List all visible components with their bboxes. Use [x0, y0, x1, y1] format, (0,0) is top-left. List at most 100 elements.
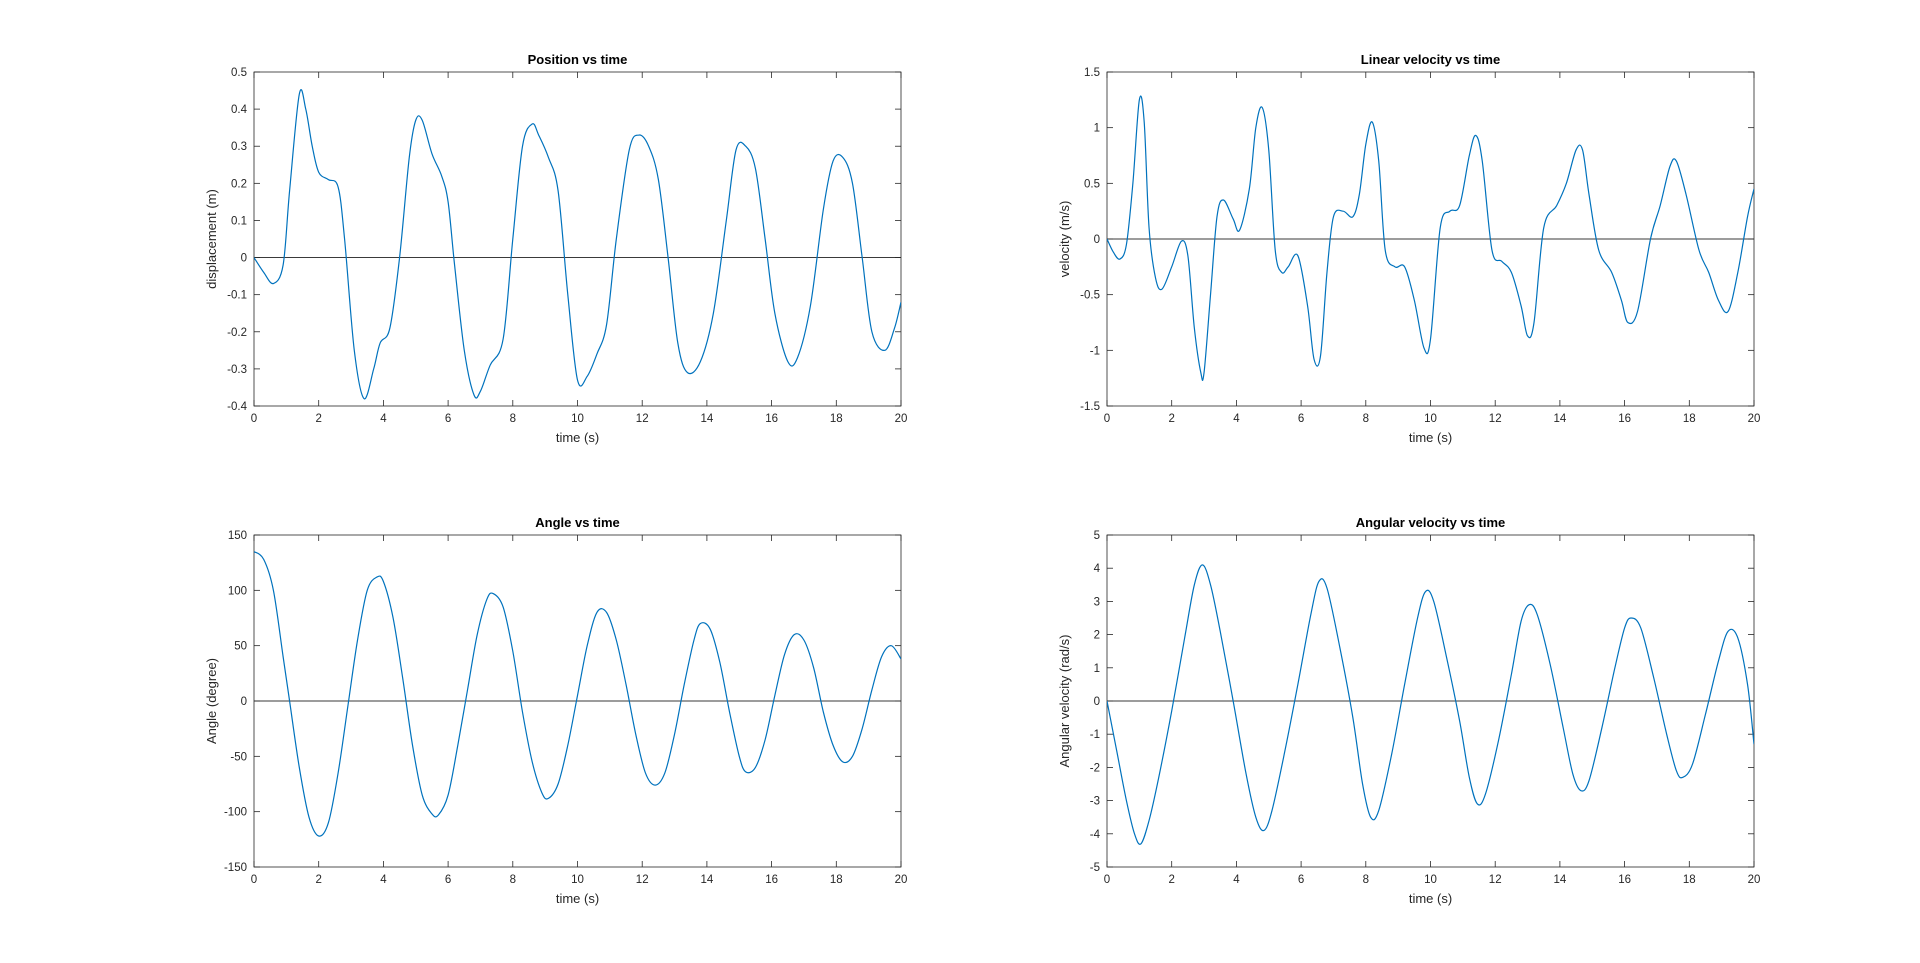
x-axis-label: time (s) — [556, 891, 599, 906]
x-tick-label: 20 — [1748, 413, 1761, 425]
y-tick-label: 100 — [228, 585, 247, 597]
series-line — [1107, 95, 1754, 381]
series-line — [254, 551, 901, 837]
y-axis-label: Angle (degree) — [204, 658, 219, 744]
x-tick-label: 2 — [1168, 413, 1174, 425]
y-tick-label: 0.1 — [231, 215, 247, 227]
x-tick-label: 10 — [571, 413, 584, 425]
x-tick-label: 0 — [251, 874, 257, 886]
x-tick-label: 0 — [1104, 874, 1110, 886]
x-axis-label: time (s) — [1409, 430, 1452, 445]
x-tick-label: 12 — [636, 874, 649, 886]
x-tick-label: 10 — [1424, 874, 1437, 886]
x-tick-label: 2 — [315, 874, 321, 886]
y-tick-label: 0.2 — [231, 178, 247, 190]
y-tick-label: -1 — [1090, 345, 1100, 357]
y-tick-label: 5 — [1094, 530, 1100, 542]
subplot-angle: 0 2 4 6 8 10 12 14 16 18 20 -150 -100 -50 0 50 100 150 Ang… — [204, 515, 907, 906]
x-tick-label: 18 — [1683, 413, 1696, 425]
x-tick-label: 16 — [1618, 874, 1631, 886]
x-tick-label: 12 — [1489, 413, 1502, 425]
series-line — [1107, 564, 1754, 845]
x-tick-label: 10 — [1424, 413, 1437, 425]
x-tick-label: 10 — [571, 874, 584, 886]
y-axis-label: displacement (m) — [204, 189, 219, 289]
y-tick-label: 0.5 — [1084, 178, 1100, 190]
chart-title: Angle vs time — [535, 515, 620, 530]
y-tick-label: -0.4 — [227, 401, 247, 413]
x-tick-label: 14 — [1554, 413, 1567, 425]
x-tick-label: 4 — [380, 874, 387, 886]
axes-box — [253, 71, 902, 407]
y-tick-label: 1 — [1094, 123, 1100, 135]
y-tick-label: -100 — [224, 807, 247, 819]
x-tick-label: 4 — [1233, 413, 1240, 425]
x-tick-label: 6 — [1298, 413, 1304, 425]
x-tick-label: 0 — [1104, 413, 1110, 425]
x-tick-label: 14 — [701, 413, 714, 425]
y-tick-label: -0.5 — [1080, 290, 1100, 302]
x-tick-label: 4 — [1233, 874, 1240, 886]
x-tick-label: 18 — [830, 874, 843, 886]
x-tick-label: 8 — [510, 413, 516, 425]
y-tick-label: -5 — [1090, 862, 1100, 874]
y-tick-label: 0.5 — [231, 67, 247, 79]
y-tick-label: -4 — [1090, 829, 1101, 841]
y-tick-label: 0 — [1094, 234, 1100, 246]
y-tick-label: 4 — [1094, 563, 1101, 575]
y-tick-label: -0.3 — [227, 364, 247, 376]
y-tick-label: -150 — [224, 862, 247, 874]
x-tick-label: 14 — [701, 874, 714, 886]
chart-title: Linear velocity vs time — [1361, 52, 1500, 67]
x-axis-label: time (s) — [556, 430, 599, 445]
x-tick-label: 18 — [830, 413, 843, 425]
x-tick-label: 2 — [315, 413, 321, 425]
chart-title: Angular velocity vs time — [1356, 515, 1506, 530]
x-tick-label: 8 — [510, 874, 516, 886]
x-tick-label: 18 — [1683, 874, 1696, 886]
y-axis-label: velocity (m/s) — [1057, 201, 1072, 278]
subplot-position: 0 2 4 6 8 10 12 14 16 18 20 -0.4 -0.3 -0.2 -0.1 0 0.1 0.2… — [204, 52, 907, 445]
x-axis-label: time (s) — [1409, 891, 1452, 906]
y-tick-label: 150 — [228, 530, 247, 542]
x-tick-label: 20 — [1748, 874, 1761, 886]
y-tick-label: -3 — [1090, 796, 1100, 808]
y-tick-label: -50 — [230, 751, 247, 763]
subplot-angular-velocity: 0 2 4 6 8 10 12 14 16 18 20-5-4-3-2-1012345Angular… — [1057, 515, 1760, 906]
y-tick-label: -0.1 — [227, 290, 247, 302]
x-tick-label: 8 — [1363, 413, 1369, 425]
subplot-linear-velocity: 0 2 4 6 8 10 12 14 16 18 20 -1.5 -1 -0.5 0 0.5 1 1.5 Linea… — [1057, 52, 1760, 445]
x-tick-label: 4 — [380, 413, 387, 425]
y-tick-label: 0.4 — [231, 104, 248, 116]
y-tick-label: -1 — [1090, 729, 1100, 741]
x-tick-label: 8 — [1363, 874, 1369, 886]
x-tick-label: 2 — [1168, 874, 1174, 886]
x-tick-label: 20 — [895, 413, 908, 425]
y-tick-label: 2 — [1094, 630, 1100, 642]
x-tick-label: 16 — [765, 874, 778, 886]
x-tick-label: 6 — [445, 413, 451, 425]
x-tick-label: 6 — [445, 874, 451, 886]
y-tick-label: -1.5 — [1080, 401, 1100, 413]
y-tick-label: 1 — [1094, 663, 1100, 675]
y-tick-label: 3 — [1094, 596, 1100, 608]
chart-title: Position vs time — [528, 52, 628, 67]
y-tick-label: 0 — [241, 253, 247, 265]
x-tick-label: 6 — [1298, 874, 1304, 886]
x-tick-label: 16 — [765, 413, 778, 425]
series-line — [254, 89, 901, 400]
y-tick-label: 0 — [1094, 696, 1100, 708]
x-tick-label: 12 — [1489, 874, 1502, 886]
y-tick-label: -2 — [1090, 762, 1100, 774]
x-tick-label: 12 — [636, 413, 649, 425]
y-tick-label: 0.3 — [231, 141, 247, 153]
x-tick-label: 0 — [251, 413, 257, 425]
y-tick-label: 1.5 — [1084, 67, 1100, 79]
x-tick-label: 16 — [1618, 413, 1631, 425]
x-tick-label: 14 — [1554, 874, 1567, 886]
y-tick-label: 0 — [241, 696, 247, 708]
x-tick-label: 20 — [895, 874, 908, 886]
y-tick-label: 50 — [234, 641, 247, 653]
y-tick-label: -0.2 — [227, 327, 247, 339]
